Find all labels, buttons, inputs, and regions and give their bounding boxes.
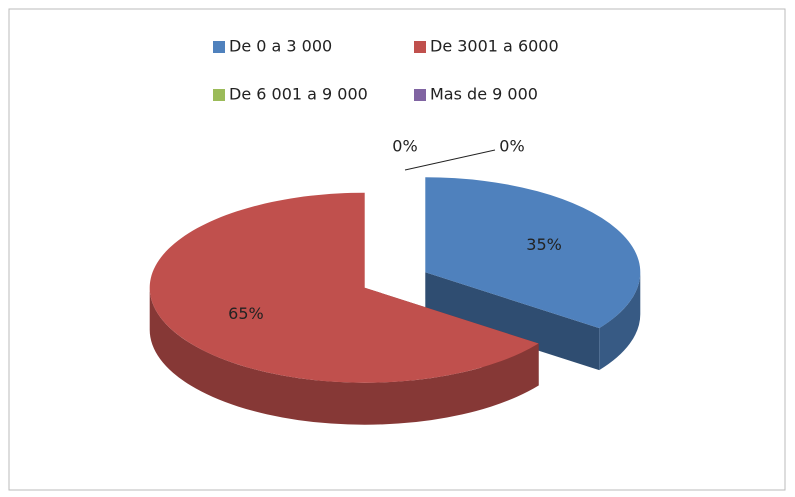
pie-slice <box>425 177 641 371</box>
legend-swatch <box>414 41 426 53</box>
data-label: 0% <box>499 137 524 156</box>
data-label: 65% <box>228 304 264 323</box>
legend-label: De 3001 a 6000 <box>430 37 559 56</box>
legend-swatch <box>414 89 426 101</box>
legend-swatch <box>213 89 225 101</box>
pie-slice <box>149 192 539 425</box>
slice-top <box>425 177 641 329</box>
data-label: 0% <box>392 137 417 156</box>
legend-swatch <box>213 41 225 53</box>
data-label: 35% <box>526 235 562 254</box>
slice-side <box>149 287 539 425</box>
leader-line <box>404 149 496 171</box>
legend-label: Mas de 9 000 <box>430 85 538 104</box>
slice-side <box>599 272 641 371</box>
slice-top <box>149 192 539 383</box>
legend-label: De 6 001 a 9 000 <box>229 85 368 104</box>
legend-label: De 0 a 3 000 <box>229 37 332 56</box>
slice-wall <box>425 272 600 371</box>
